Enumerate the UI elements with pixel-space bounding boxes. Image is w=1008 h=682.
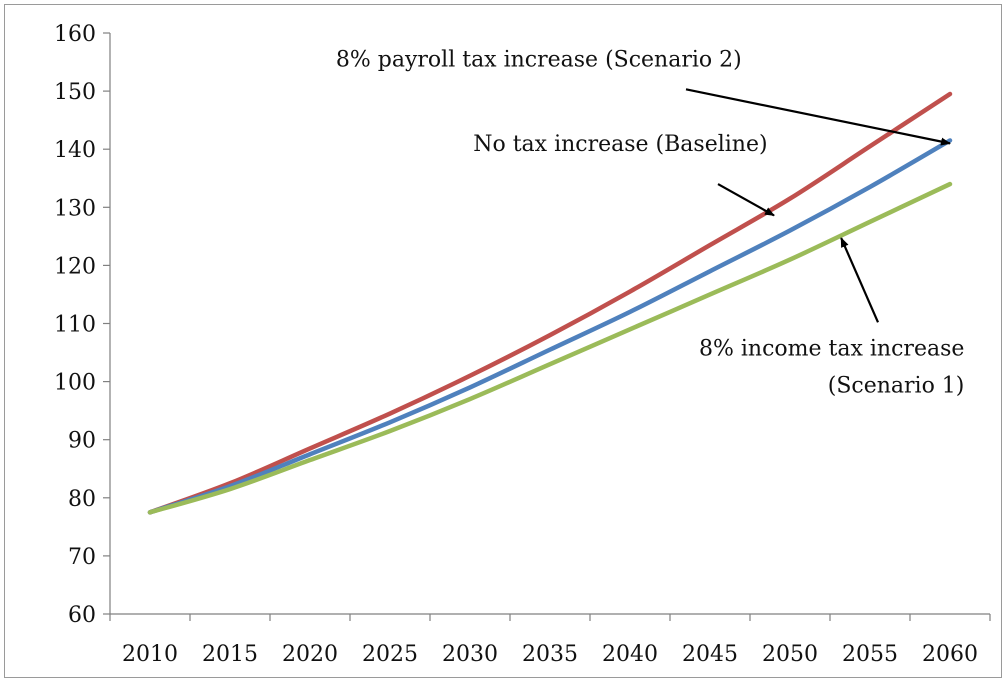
y-tick-label: 110	[54, 313, 96, 338]
y-tick-label: 80	[68, 487, 96, 512]
x-tick-label: 2015	[202, 642, 258, 667]
y-tick-label: 160	[54, 22, 96, 47]
x-tick-label: 2030	[442, 642, 498, 667]
y-tick-label: 130	[54, 196, 96, 221]
series-line-3	[147, 181, 953, 515]
annotation-label-3: 8% income tax increase	[699, 336, 964, 361]
y-tick-label: 140	[54, 138, 96, 163]
y-tick-label: 100	[54, 371, 96, 396]
series-line-2	[147, 138, 953, 515]
x-tick-label: 2045	[682, 642, 738, 667]
series-layer	[147, 91, 953, 515]
y-axis-ticks: 60 70 80 90 100 110 120 130 140 150 160	[54, 22, 110, 628]
annotations: 8% payroll tax increase (Scenario 2) No t…	[336, 48, 965, 399]
x-tick-label: 2025	[362, 642, 418, 667]
annotation-label-3: (Scenario 1)	[828, 373, 965, 398]
x-tick-label: 2010	[122, 642, 178, 667]
series-line-1	[147, 91, 953, 515]
annotation-arrow-1	[685, 88, 951, 146]
x-tick-label: 2050	[762, 642, 818, 667]
chart-frame: 2010 2015 2020 2025 2030 2035 2040 2045 2050 2055…	[4, 4, 1002, 678]
x-tick-label: 2020	[282, 642, 338, 667]
annotation-arrow-3	[840, 237, 880, 323]
x-tick-label: 2040	[602, 642, 658, 667]
x-tick-label: 2060	[922, 642, 978, 667]
annotation-arrow-2	[717, 183, 775, 217]
axes	[109, 33, 990, 615]
y-tick-label: 90	[68, 429, 96, 454]
y-tick-label: 70	[68, 545, 96, 570]
annotation-label-2: No tax increase (Baseline)	[473, 132, 767, 157]
x-tick-label: 2035	[522, 642, 578, 667]
annotation-label-1: 8% payroll tax increase (Scenario 2)	[336, 48, 742, 73]
y-tick-label: 60	[68, 603, 96, 628]
x-tick-label: 2055	[842, 642, 898, 667]
y-tick-label: 150	[54, 80, 96, 105]
y-tick-label: 120	[54, 254, 96, 279]
x-axis-ticks: 2010 2015 2020 2025 2030 2035 2040 2045 2050 2055…	[109, 614, 991, 667]
line-chart: 2010 2015 2020 2025 2030 2035 2040 2045 2050 2055…	[54, 22, 991, 667]
